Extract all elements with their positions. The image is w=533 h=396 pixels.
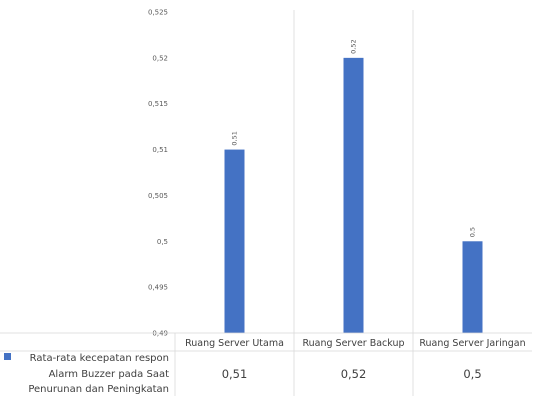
y-tick-label: 0,505 (148, 192, 168, 200)
bar (224, 149, 245, 333)
y-tick-label: 0,5 (157, 238, 168, 246)
y-tick-label: 0,52 (152, 54, 168, 62)
y-tick-label: 0,51 (152, 146, 168, 154)
data-label: 0,52 (350, 39, 358, 53)
table-value: 0,51 (222, 367, 248, 381)
y-tick-label: 0,49 (152, 330, 168, 338)
series-name-line: Rata-rata kecepatan respon (30, 353, 169, 364)
y-tick-label: 0,525 (148, 9, 168, 17)
table-value: 0,5 (463, 367, 481, 381)
category-columns (293, 10, 414, 396)
category-label: Ruang Server Jaringan (419, 338, 525, 349)
bar (462, 241, 483, 333)
y-tick-label: 0,515 (148, 100, 168, 108)
data-label: 0,5 (469, 227, 477, 237)
legend-swatch (4, 353, 11, 360)
bar-series (224, 57, 483, 333)
data-label: 0,51 (231, 131, 239, 145)
y-tick-label: 0,495 (148, 284, 168, 292)
category-label: Ruang Server Backup (302, 338, 404, 349)
data-labels: 0,51 0,52 0,5 (231, 39, 477, 237)
table-value: 0,52 (341, 367, 367, 381)
series-name-line: Alarm Buzzer pada Saat (49, 369, 169, 380)
y-axis: 0,49 0,495 0,5 0,505 0,51 0,515 0,52 0,525 (148, 9, 168, 338)
category-label: Ruang Server Utama (185, 338, 284, 349)
bar (343, 57, 364, 333)
series-name-line: Penurunan dan Peningkatan (28, 384, 169, 395)
data-table: Ruang Server Utama 0,51 Ruang Server Backu… (0, 332, 532, 396)
